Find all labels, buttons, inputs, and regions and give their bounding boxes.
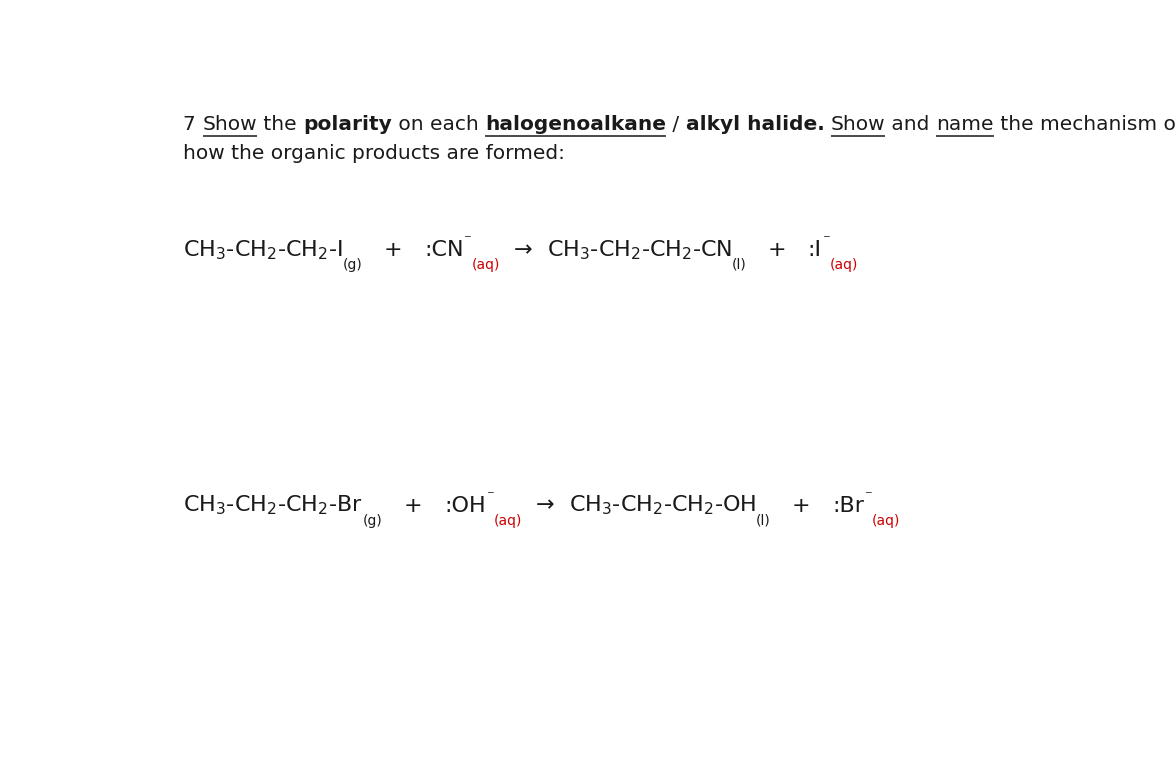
Text: CH$_3$-CH$_2$-CH$_2$-Br: CH$_3$-CH$_2$-CH$_2$-Br xyxy=(183,494,363,517)
Text: :CN: :CN xyxy=(425,240,463,260)
Text: CH$_3$-CH$_2$-CH$_2$-OH: CH$_3$-CH$_2$-CH$_2$-OH xyxy=(569,494,756,517)
Text: CH$_3$-CH$_2$-CH$_2$-CN: CH$_3$-CH$_2$-CH$_2$-CN xyxy=(547,238,731,262)
Text: :OH: :OH xyxy=(445,496,486,516)
Text: ⁻: ⁻ xyxy=(463,232,472,247)
Text: the: the xyxy=(258,114,303,134)
Text: /: / xyxy=(666,114,686,134)
Text: alkyl halide.: alkyl halide. xyxy=(686,114,824,134)
Text: Show: Show xyxy=(830,114,886,134)
Text: :I: :I xyxy=(808,240,822,260)
Text: +: + xyxy=(793,496,810,516)
Text: and: and xyxy=(886,114,936,134)
Text: →: → xyxy=(536,496,555,516)
Text: (aq): (aq) xyxy=(871,513,900,527)
Text: ⁻: ⁻ xyxy=(486,488,494,503)
Text: name: name xyxy=(936,114,994,134)
Text: on each: on each xyxy=(392,114,485,134)
Text: the mechanism of: the mechanism of xyxy=(994,114,1176,134)
Text: +: + xyxy=(405,496,422,516)
Text: (aq): (aq) xyxy=(472,258,500,272)
Text: ⁻: ⁻ xyxy=(822,232,829,247)
Text: ⁻: ⁻ xyxy=(864,488,871,503)
Text: →: → xyxy=(514,240,533,260)
Text: +: + xyxy=(768,240,787,260)
Text: (aq): (aq) xyxy=(829,258,858,272)
Text: (l): (l) xyxy=(756,513,770,527)
Text: polarity: polarity xyxy=(303,114,392,134)
Text: (g): (g) xyxy=(363,513,382,527)
Text: Show: Show xyxy=(202,114,258,134)
Text: (g): (g) xyxy=(343,258,362,272)
Text: (l): (l) xyxy=(731,258,747,272)
Text: :Br: :Br xyxy=(833,496,864,516)
Text: 7: 7 xyxy=(183,114,202,134)
Text: CH$_3$-CH$_2$-CH$_2$-I: CH$_3$-CH$_2$-CH$_2$-I xyxy=(183,238,343,262)
Text: (aq): (aq) xyxy=(494,513,522,527)
Text: how the organic products are formed:: how the organic products are formed: xyxy=(183,144,566,163)
Text: halogenoalkane: halogenoalkane xyxy=(485,114,666,134)
Text: +: + xyxy=(385,240,402,260)
